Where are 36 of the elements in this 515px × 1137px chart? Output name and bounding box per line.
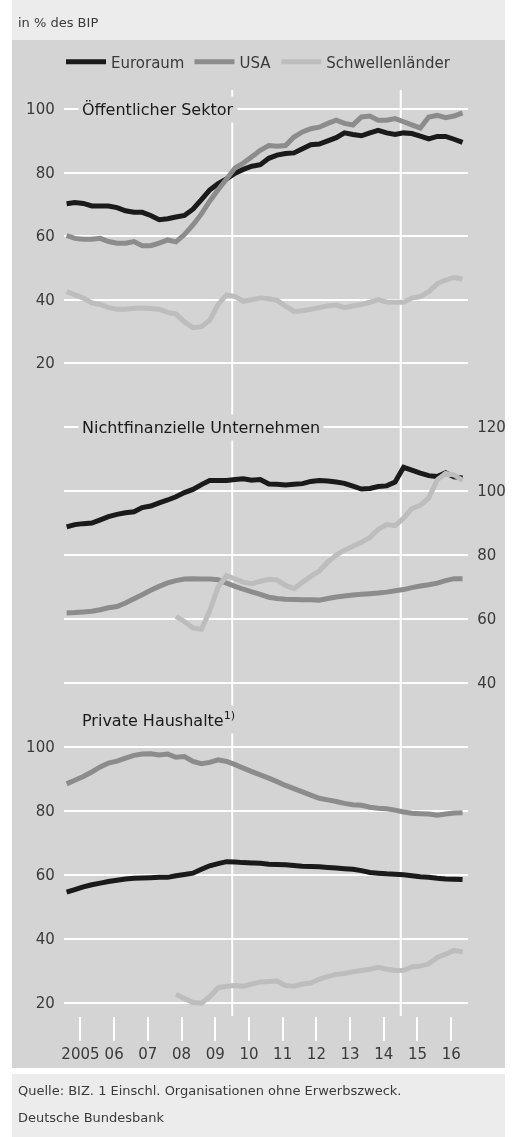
x-tick-label: 10 — [239, 1045, 259, 1063]
y2-tick-label: 120 — [477, 418, 506, 437]
y2-tick-label: 60 — [477, 610, 497, 629]
y-tick-label: 20 — [35, 994, 55, 1013]
legend-label: USA — [239, 53, 272, 72]
text: in % des BIP — [18, 15, 99, 30]
x-tick-label: 2005 — [61, 1045, 100, 1063]
source-note: Quelle: BIZ. 1 Einschl. Organisationen ohne Erwerbszweck. — [18, 1083, 402, 1098]
legend-label: Schwellenländer — [326, 53, 451, 72]
text: Öffentlicher Sektor — [82, 100, 234, 119]
y2-tick-label: 80 — [477, 546, 497, 565]
x-tick-label: 16 — [441, 1045, 461, 1063]
y-tick-label: 60 — [35, 866, 55, 885]
text: Deutsche Bundesbank — [18, 1110, 165, 1125]
y2-tick-label: 100 — [477, 482, 506, 501]
x-tick-label: 08 — [172, 1045, 192, 1063]
x-tick-label: 12 — [306, 1045, 326, 1063]
text: Nichtfinanzielle Unternehmen — [82, 418, 321, 437]
y-tick-label: 40 — [35, 930, 55, 949]
y2-tick-label: 40 — [477, 674, 497, 693]
y-tick-label: 100 — [26, 100, 55, 119]
y-tick-label: 100 — [26, 738, 55, 757]
y-tick-label: 80 — [35, 163, 55, 182]
x-tick-label: 11 — [273, 1045, 293, 1063]
chart-title: Private Haushalte$^{1)}$ — [82, 709, 236, 730]
y-tick-label: 60 — [35, 227, 55, 246]
legend-label: Euroraum — [111, 53, 185, 72]
y-tick-label: 80 — [35, 802, 55, 821]
y-tick-label: 20 — [35, 354, 55, 373]
x-tick-label: 13 — [340, 1045, 360, 1063]
x-tick-label: 07 — [138, 1045, 158, 1063]
x-tick-label: 15 — [407, 1045, 427, 1063]
x-tick-label: 14 — [374, 1045, 394, 1063]
x-tick-label: 09 — [205, 1045, 225, 1063]
x-tick-label: 06 — [104, 1045, 124, 1063]
y-tick-label: 40 — [35, 290, 55, 309]
